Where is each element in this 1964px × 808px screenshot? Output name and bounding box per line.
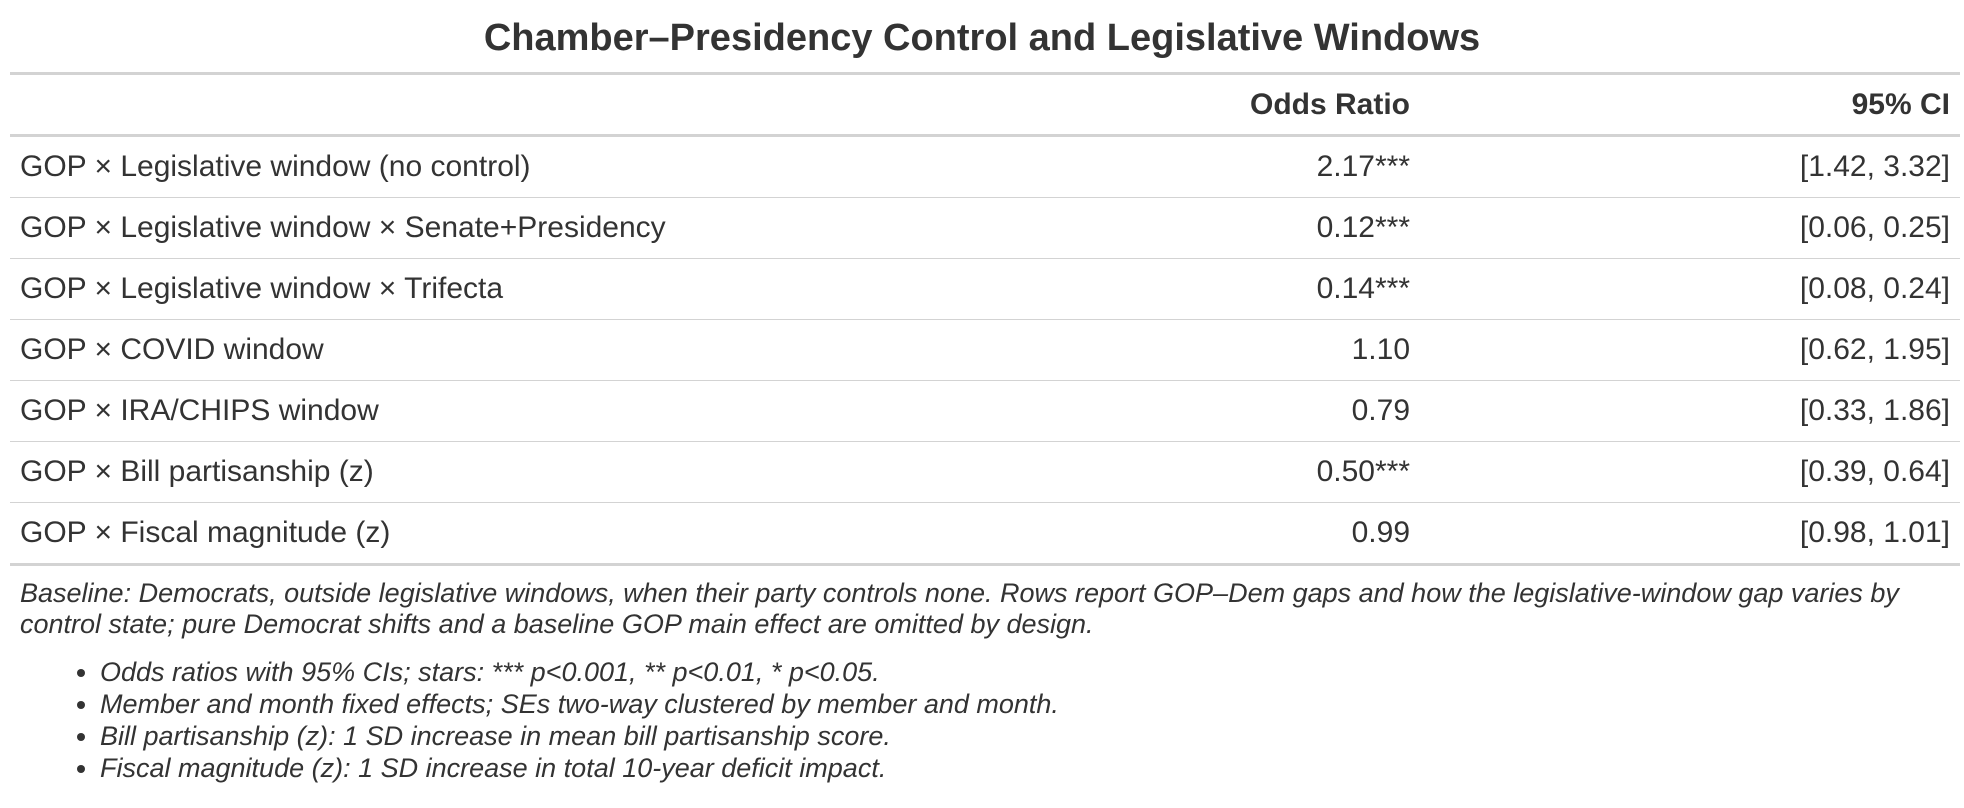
row-ci: [1.42, 3.32] [1420, 135, 1960, 198]
row-ci: [0.98, 1.01] [1799, 516, 1950, 549]
column-header-ci: 95% CI [1420, 73, 1960, 137]
table-row: GOP × Legislative window × Senate+Presid… [10, 197, 1960, 259]
footnote-item: Odds ratios with 95% CIs; stars: *** p<0… [100, 656, 1940, 688]
table-row: GOP × Fiscal magnitude (z) 0.99 [0.98, 1… [10, 503, 1960, 565]
regression-table: Odds Ratio 95% CI GOP × Legislative wind… [10, 72, 1960, 566]
table-title: Chamber–Presidency Control and Legislati… [483, 17, 1481, 59]
row-ci: [0.62, 1.95] [1420, 319, 1960, 381]
row-odds-ratio: 2.17*** [1130, 135, 1420, 198]
table-row: GOP × Bill partisanship (z) 0.50*** [0.3… [10, 441, 1960, 503]
row-ci: [0.06, 0.25] [1420, 197, 1960, 259]
table-footnotes: Baseline: Democrats, outside legislative… [20, 578, 1940, 784]
row-ci: [0.08, 0.24] [1420, 258, 1960, 320]
footnote-item: Member and month fixed effects; SEs two-… [100, 688, 1940, 720]
row-term: GOP × Bill partisanship (z) [10, 441, 1130, 503]
column-header-term [10, 73, 1130, 137]
table-header-row: Odds Ratio 95% CI [10, 73, 1960, 137]
row-odds-ratio: 0.79 [1130, 380, 1420, 442]
row-term: GOP × IRA/CHIPS window [10, 380, 1130, 442]
table-row: GOP × IRA/CHIPS window 0.79 [0.33, 1.86] [10, 380, 1960, 442]
table-row: GOP × Legislative window × Trifecta 0.14… [10, 258, 1960, 320]
column-header-odds-ratio: Odds Ratio [1130, 73, 1420, 137]
row-odds-ratio: 1.10 [1130, 319, 1420, 381]
row-term: GOP × COVID window [10, 319, 1130, 381]
footnote-list: Odds ratios with 95% CIs; stars: *** p<0… [20, 656, 1940, 784]
row-odds-ratio: 0.99 [1351, 516, 1410, 549]
row-ci: [0.33, 1.86] [1420, 380, 1960, 442]
row-odds-ratio: 0.12*** [1130, 197, 1420, 259]
row-odds-ratio: 0.14*** [1130, 258, 1420, 320]
row-odds-ratio: 0.50*** [1130, 441, 1420, 503]
footnote-item: Fiscal magnitude (z): 1 SD increase in t… [100, 752, 1940, 784]
row-term: GOP × Legislative window (no control) [10, 135, 1130, 198]
footnote-item: Bill partisanship (z): 1 SD increase in … [100, 720, 1940, 752]
row-term: GOP × Legislative window × Senate+Presid… [10, 197, 1130, 259]
row-ci: [0.39, 0.64] [1420, 441, 1960, 503]
table-row: GOP × COVID window 1.10 [0.62, 1.95] [10, 319, 1960, 381]
row-term: GOP × Legislative window × Trifecta [10, 258, 1130, 320]
row-term: GOP × Fiscal magnitude (z) [20, 516, 391, 549]
baseline-note: Baseline: Democrats, outside legislative… [20, 578, 1899, 639]
table-row: GOP × Legislative window (no control) 2.… [10, 135, 1960, 198]
